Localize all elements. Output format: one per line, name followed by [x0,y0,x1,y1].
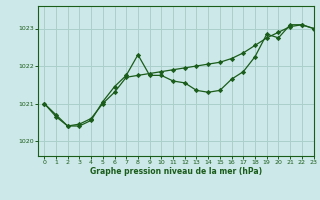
X-axis label: Graphe pression niveau de la mer (hPa): Graphe pression niveau de la mer (hPa) [90,167,262,176]
